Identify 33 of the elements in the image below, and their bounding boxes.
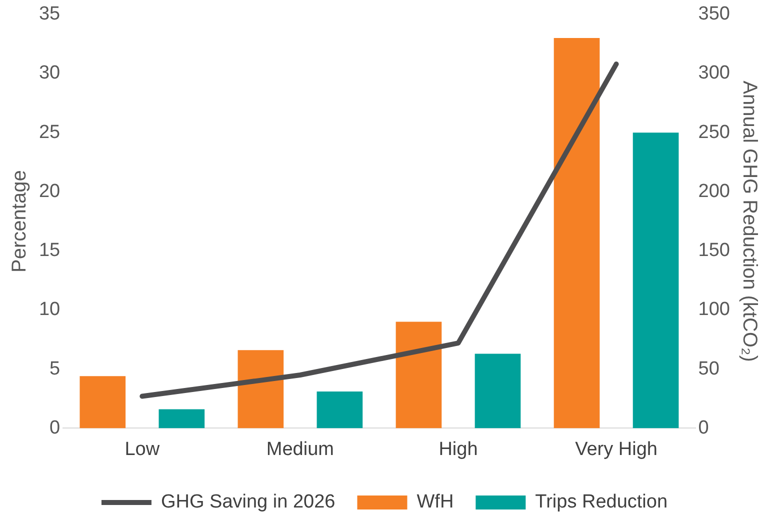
y-tick-label: 5	[50, 358, 60, 380]
x-tick-label: Low	[124, 438, 160, 460]
y-axis-title: Percentage	[8, 170, 31, 272]
bar	[554, 38, 600, 428]
x-tick-label: Medium	[266, 438, 334, 460]
y-tick-label: 15	[38, 240, 60, 262]
legend-label: GHG Saving in 2026	[160, 492, 336, 513]
bar	[80, 376, 126, 428]
y2-tick-label: 250	[698, 122, 730, 143]
x-tick-label: High	[438, 438, 478, 460]
y2-tick-label: 150	[698, 240, 730, 262]
y-tick-label: 35	[38, 4, 60, 25]
bar	[632, 132, 679, 428]
y2-tick-label: 350	[698, 4, 730, 25]
y-tick-label: 30	[38, 62, 60, 84]
y-tick-label: 10	[38, 299, 60, 320]
bar	[158, 409, 205, 428]
bar	[238, 350, 284, 428]
y2-tick-label: 50	[698, 358, 720, 380]
legend-label: Trips Reduction	[535, 492, 668, 513]
y2-tick-label: 200	[698, 180, 730, 202]
y2-tick-label: 300	[698, 62, 730, 84]
y-tick-label: 25	[38, 122, 60, 143]
bar	[316, 392, 363, 428]
y2-tick-label: 0	[698, 417, 709, 438]
y-tick-label: 0	[50, 417, 60, 438]
legend-label: WfH	[416, 492, 454, 513]
bar	[396, 322, 442, 428]
y2-axis-title: Annual GHG Reduction (ktCO₂)	[738, 80, 760, 362]
y2-tick-label: 100	[698, 299, 730, 320]
bar	[474, 354, 521, 428]
x-tick-label: Very High	[575, 438, 658, 460]
y-tick-label: 20	[38, 180, 60, 202]
